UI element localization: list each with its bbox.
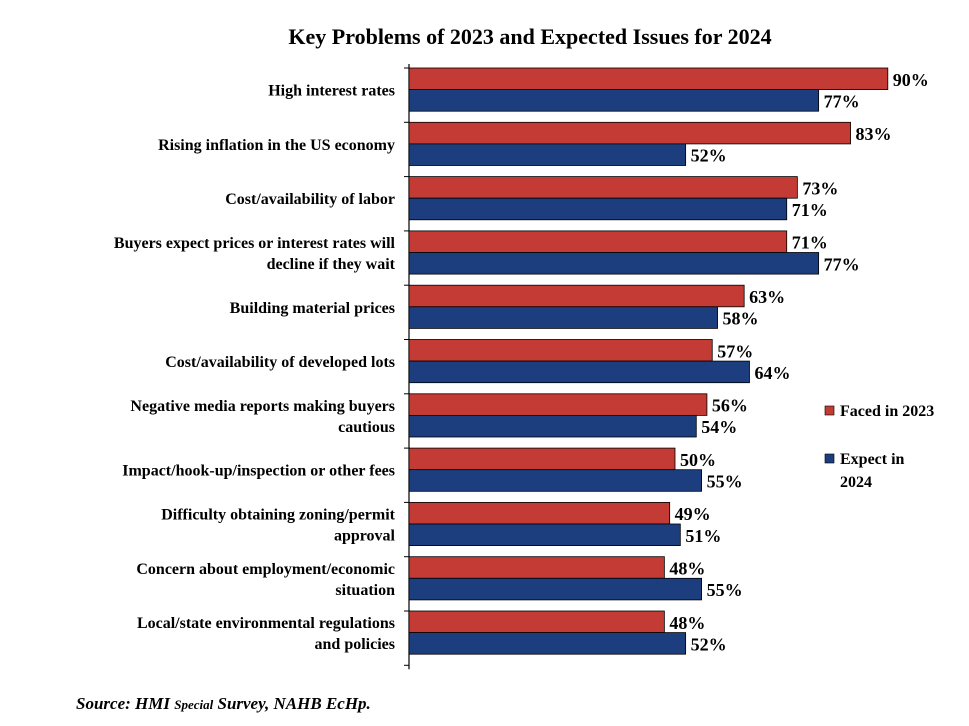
bar-2023 (408, 610, 665, 634)
data-label: 63% (749, 287, 785, 307)
bar-2023 (408, 556, 665, 579)
legend-label-line: Expect in (840, 451, 905, 468)
bar-2023 (408, 67, 889, 91)
category-label-line: Impact/hook-up/inspection or other fees (122, 463, 395, 480)
category-label-line: Difficulty obtaining zoning/permit (161, 507, 395, 524)
category-label-line: Buyers expect prices or interest rates w… (114, 235, 396, 252)
legend-swatch-2024 (824, 453, 835, 464)
data-label: 49% (675, 504, 711, 524)
data-label: 71% (792, 200, 828, 220)
category-label-line: Concern about employment/economic (136, 561, 395, 578)
bar-2024 (408, 414, 697, 438)
bar-2024 (408, 360, 750, 384)
bar-2024 (408, 143, 687, 166)
data-label: 48% (669, 613, 705, 633)
legend: Faced in 2023 Expect in 2024 (824, 403, 934, 491)
data-label: 64% (754, 363, 790, 383)
category-label-line: situation (335, 582, 395, 599)
plot-area: High interest rates 90% 77% Rising inflatio… (114, 64, 929, 670)
data-label: 83% (856, 124, 892, 144)
category-label-line: Building material prices (230, 300, 395, 317)
bar-2023 (408, 121, 851, 145)
category-label-line: Cost/availability of developed lots (165, 354, 395, 371)
data-label: 71% (792, 233, 828, 253)
data-label: 52% (691, 146, 727, 166)
data-label: 48% (669, 559, 705, 579)
data-label: 55% (707, 472, 743, 492)
data-label: 50% (680, 450, 716, 470)
category-label: Local/state environmental regulations and… (137, 615, 395, 653)
data-label: 51% (685, 526, 721, 546)
category-label-line: decline if they wait (267, 256, 396, 273)
bar-2024 (408, 252, 820, 275)
legend-label-2023: Faced in 2023 (840, 403, 934, 420)
bar-2023 (408, 284, 745, 308)
category-label: Difficulty obtaining zoning/permit approv… (161, 507, 395, 545)
data-label: 58% (723, 309, 759, 329)
bar-2023 (408, 447, 676, 471)
category-label-line: Cost/availability of labor (225, 191, 395, 208)
category-label-line: approval (334, 528, 396, 545)
source-suffix: Survey, NAHB EcHp. (213, 694, 371, 713)
category-label: Negative media reports making buyers caut… (130, 398, 395, 436)
bar-2024 (408, 632, 687, 655)
data-label: 54% (701, 417, 737, 437)
category-label: Building material prices (230, 300, 395, 317)
category-label-line: Local/state environmental regulations (137, 615, 395, 632)
data-label: 56% (712, 396, 748, 416)
bar-2024 (408, 89, 820, 112)
data-label: 77% (824, 91, 860, 111)
category-label-line: High interest rates (268, 83, 395, 100)
data-label: 77% (824, 254, 860, 274)
bar-2024 (408, 469, 703, 492)
bar-2023 (408, 230, 788, 253)
category-label: Concern about employment/economic situati… (136, 561, 395, 599)
category-label-line: Negative media reports making buyers (130, 398, 395, 415)
category-label: Rising inflation in the US economy (158, 137, 395, 154)
category-label: Cost/availability of labor (225, 191, 395, 208)
bar-2023 (408, 501, 671, 525)
bar-2023 (408, 339, 713, 362)
legend-label-line: Faced in 2023 (840, 403, 934, 420)
bar-2024 (408, 306, 718, 329)
legend-label-2024: Expect in 2024 (840, 451, 905, 491)
bar-2024 (408, 577, 703, 601)
source-prefix: Source: HMI (76, 694, 175, 713)
category-label-line: and policies (315, 636, 395, 653)
bar-2023 (408, 176, 798, 199)
chart: Key Problems of 2023 and Expected Issues… (114, 24, 934, 670)
category-label: Impact/hook-up/inspection or other fees (122, 463, 395, 480)
category-label-line: Rising inflation in the US economy (158, 137, 395, 154)
legend-swatch-2023 (824, 405, 835, 416)
data-label: 52% (691, 634, 727, 654)
source-special: Special (174, 697, 214, 712)
data-label: 55% (707, 580, 743, 600)
data-label: 90% (893, 70, 929, 90)
data-label: 57% (717, 341, 753, 361)
legend-label-line: 2024 (840, 474, 872, 491)
category-label-line: cautious (338, 419, 395, 436)
bar-2023 (408, 393, 708, 416)
chart-title: Key Problems of 2023 and Expected Issues… (288, 24, 771, 49)
source-note: Source: HMI Special Survey, NAHB EcHp. (76, 694, 371, 714)
bar-2024 (408, 523, 681, 547)
data-label: 73% (802, 178, 838, 198)
category-label: High interest rates (268, 83, 395, 100)
bar-2024 (408, 197, 788, 221)
category-label: Cost/availability of developed lots (165, 354, 395, 371)
category-label: Buyers expect prices or interest rates w… (114, 235, 396, 273)
